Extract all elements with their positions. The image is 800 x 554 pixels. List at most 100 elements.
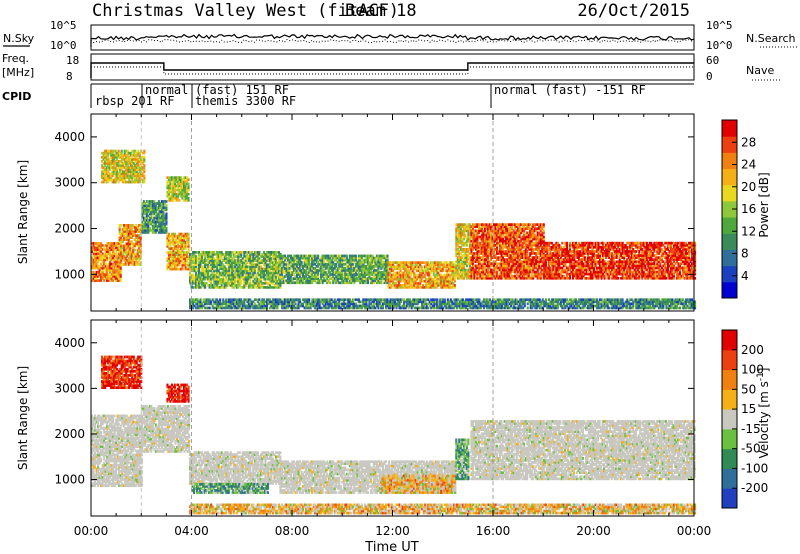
data-cell [157, 204, 160, 207]
data-cell [120, 234, 123, 237]
data-cell [136, 248, 139, 252]
noise-sky-line [90, 33, 695, 47]
data-cell [107, 264, 110, 268]
data-cell [102, 174, 105, 178]
data-cell [173, 188, 176, 192]
data-cell [147, 222, 150, 226]
data-cell [119, 266, 122, 270]
data-cell [173, 238, 176, 242]
data-cell [141, 178, 144, 182]
data-cell [169, 194, 172, 198]
station-title: Christmas Valley West (fitACF) [92, 1, 399, 21]
data-cell [165, 218, 168, 222]
data-cell [354, 254, 357, 258]
data-cell [108, 174, 111, 178]
data-cell [159, 206, 162, 209]
data-cell [148, 212, 151, 216]
data-cell [173, 234, 176, 238]
data-cell [120, 153, 123, 157]
data-cell [116, 174, 119, 178]
data-cell [113, 277, 116, 280]
data-cell [97, 258, 100, 262]
data-cell [120, 252, 123, 256]
data-cell [111, 174, 114, 178]
noise-search-line [90, 38, 695, 44]
data-cell [98, 244, 101, 247]
data-cell [187, 238, 190, 242]
data-cell [137, 174, 140, 178]
data-cell [110, 277, 113, 280]
data-cell [151, 202, 154, 205]
data-cell [187, 196, 190, 200]
data-cell [97, 275, 100, 278]
data-cell [122, 166, 125, 169]
data-cell [105, 170, 108, 174]
data-cell [178, 199, 181, 202]
data-cell [118, 263, 121, 266]
data-cell [148, 210, 151, 214]
data-cell [103, 260, 106, 264]
data-cell [138, 234, 141, 237]
data-cell [110, 149, 113, 153]
data-cell [123, 176, 126, 180]
data-cell [108, 149, 111, 153]
data-cell [102, 176, 105, 180]
data-cell [175, 180, 178, 184]
data-cell [150, 212, 153, 216]
data-cell [144, 202, 147, 205]
data-cell [137, 166, 140, 169]
data-cell [184, 257, 187, 261]
data-cell [98, 254, 101, 258]
data-cell [181, 259, 184, 263]
data-cell [136, 230, 139, 233]
data-cell [135, 224, 138, 227]
data-cell [112, 254, 115, 258]
data-cell [116, 164, 119, 167]
data-cell [121, 254, 124, 258]
data-cell [135, 259, 138, 262]
data-cell [120, 259, 123, 262]
data-cell [129, 244, 132, 248]
data-cell [126, 246, 129, 250]
data-cell [94, 250, 97, 253]
data-cell [138, 158, 141, 161]
data-cell [126, 176, 129, 180]
data-cell [169, 190, 172, 194]
data-cell [103, 275, 106, 278]
data-cell [179, 245, 182, 248]
data-cell [124, 256, 127, 260]
data-cell [176, 259, 179, 263]
data-cell [94, 258, 97, 262]
data-cell [169, 178, 172, 182]
data-cell [120, 242, 123, 246]
data-cell [167, 194, 170, 198]
data-cell [95, 242, 98, 245]
data-cell [176, 247, 179, 250]
data-cell [94, 242, 97, 245]
data-cell [126, 259, 129, 262]
data-cell [140, 168, 143, 171]
data-cell [114, 178, 117, 182]
data-cell [136, 228, 139, 231]
data-cell [124, 261, 127, 264]
data-cell [148, 220, 151, 224]
data-cell [187, 182, 190, 186]
data-cell [120, 250, 123, 254]
data-cell [101, 160, 104, 163]
data-cell [169, 265, 172, 269]
data-cell [125, 164, 128, 167]
data-cell [142, 206, 145, 209]
data-cell [117, 174, 120, 178]
data-cell [120, 256, 123, 260]
data-cell [172, 259, 175, 263]
data-cell [135, 168, 138, 171]
data-cell [123, 234, 126, 237]
data-cell [132, 232, 135, 235]
data-cell [113, 172, 116, 176]
data-cell [145, 208, 148, 212]
data-cell [101, 266, 104, 270]
data-cell [183, 253, 186, 256]
data-cell [110, 256, 113, 260]
data-cell [169, 182, 172, 186]
data-cell [154, 222, 157, 226]
